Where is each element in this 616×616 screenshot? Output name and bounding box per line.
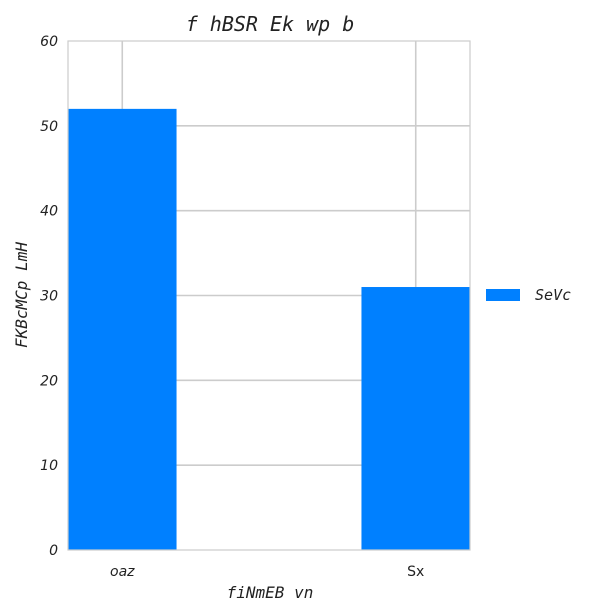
bar-sx xyxy=(361,287,470,550)
x-tick-label: Sx xyxy=(407,564,424,580)
plot-frame xyxy=(67,40,471,551)
y-tick-label: 30 xyxy=(40,289,58,305)
legend: SeVc xyxy=(486,286,571,304)
legend-label-sevc: SeVc xyxy=(535,286,571,304)
y-tick-label: 60 xyxy=(40,34,58,50)
y-tick-label: 20 xyxy=(40,373,58,389)
y-tick-label: 50 xyxy=(40,119,58,135)
chart-title: f hBSR Ek wp b xyxy=(186,12,355,36)
y-tick-label: 10 xyxy=(40,458,58,474)
legend-swatch-sevc xyxy=(486,289,520,301)
x-tick-label: oaz xyxy=(110,564,135,580)
y-tick-label: 40 xyxy=(40,204,58,220)
x-axis-label: fiNmEB vn xyxy=(227,583,314,602)
bar-oaz xyxy=(68,108,177,550)
y-tick-label: 0 xyxy=(49,543,58,559)
bars xyxy=(68,108,470,550)
y-axis-label: FKBcMCp LmH xyxy=(12,242,31,348)
x-axis-ticks: oaz Sx xyxy=(110,564,424,580)
y-axis-ticks: 0 10 20 30 40 50 60 xyxy=(40,34,58,559)
